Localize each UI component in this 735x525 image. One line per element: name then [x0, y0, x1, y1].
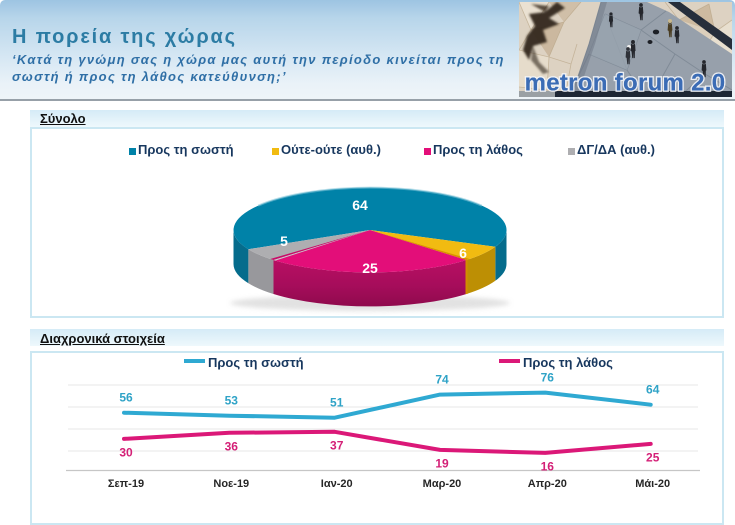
- svg-text:Μαρ-20: Μαρ-20: [423, 478, 462, 490]
- svg-text:19: 19: [435, 456, 449, 470]
- svg-text:37: 37: [330, 438, 344, 452]
- svg-text:25: 25: [646, 450, 660, 464]
- svg-text:30: 30: [119, 445, 133, 459]
- svg-text:16: 16: [541, 459, 555, 473]
- svg-text:25: 25: [362, 260, 378, 276]
- svg-text:Ιαν-20: Ιαν-20: [321, 478, 353, 490]
- svg-text:5: 5: [280, 233, 288, 249]
- svg-text:Σεπ-19: Σεπ-19: [108, 478, 144, 490]
- svg-text:64: 64: [352, 197, 368, 213]
- svg-text:metron forum 2.0: metron forum 2.0: [525, 70, 726, 97]
- svg-text:6: 6: [459, 245, 467, 261]
- svg-text:metron forum 2.0: metron forum 2.0: [525, 70, 726, 97]
- svg-text:Νοε-19: Νοε-19: [213, 478, 249, 490]
- svg-text:36: 36: [225, 439, 239, 453]
- svg-text:Μάι-20: Μάι-20: [635, 478, 670, 490]
- svg-text:51: 51: [330, 396, 344, 410]
- svg-text:56: 56: [119, 391, 133, 405]
- svg-text:76: 76: [541, 371, 555, 385]
- svg-text:53: 53: [225, 394, 239, 408]
- svg-text:74: 74: [435, 373, 449, 387]
- svg-text:Απρ-20: Απρ-20: [528, 478, 567, 490]
- svg-text:64: 64: [646, 383, 660, 397]
